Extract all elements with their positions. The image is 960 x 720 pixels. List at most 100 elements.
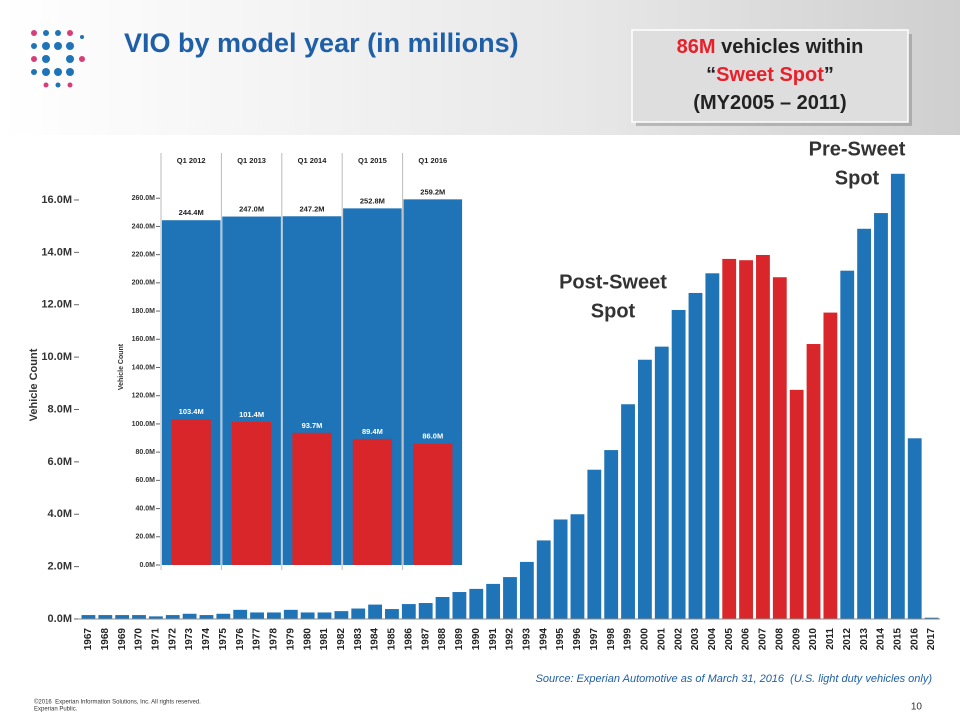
x-tick-label: 1987 [420, 628, 431, 651]
x-tick-label: 2009 [791, 628, 802, 651]
bar [688, 292, 703, 619]
x-tick-label: 1968 [100, 628, 111, 651]
value-label: 247.2M [299, 204, 324, 213]
y-tick-label: 140.0M [132, 364, 156, 371]
x-tick-label: 1983 [353, 628, 364, 651]
x-tick-label: 2011 [825, 628, 836, 650]
column-header: Q1 2016 [418, 156, 447, 165]
bar [216, 613, 231, 619]
y-tick-label: 160.0M [132, 336, 156, 343]
annotation: Post-Sweet [559, 271, 667, 293]
x-tick-label: 1990 [471, 628, 482, 651]
bar [621, 404, 635, 619]
bar [705, 273, 720, 619]
x-tick-label: 2006 [741, 628, 752, 651]
bar [81, 615, 96, 619]
bar [233, 609, 248, 619]
y-tick-label: 240.0M [132, 223, 156, 230]
bar [772, 277, 787, 619]
x-tick-label: 2014 [876, 628, 887, 651]
bar [536, 540, 551, 619]
slide-title: VIO by model year (in millions) [124, 28, 519, 58]
x-tick-label: 1984 [370, 628, 381, 651]
x-tick-label: 1993 [522, 628, 533, 651]
bar [199, 615, 214, 619]
x-tick-label: 1981 [319, 628, 330, 651]
x-tick-label: 1986 [403, 628, 414, 651]
x-tick-label: 2012 [842, 628, 853, 651]
x-tick-label: 1969 [117, 628, 128, 651]
value-label: 247.0M [239, 205, 264, 214]
bar [368, 604, 383, 619]
column-header: Q1 2015 [358, 156, 387, 165]
x-tick-label: 1967 [83, 628, 94, 651]
y-tick-label: 8.0M [48, 403, 72, 415]
bar [739, 260, 753, 619]
bar [435, 597, 450, 619]
x-tick-label: 1977 [252, 628, 263, 651]
bar [890, 173, 905, 620]
bar [452, 592, 467, 619]
y-tick-label: 4.0M [48, 508, 72, 520]
bar [469, 588, 484, 619]
callout-text: vehicles within [716, 36, 864, 58]
bar [132, 615, 146, 619]
x-tick-label: 1985 [387, 628, 398, 651]
y-tick-label: 200.0M [132, 280, 156, 287]
bar [352, 438, 393, 565]
callout-text: Sweet Spot [716, 64, 824, 86]
bar [519, 561, 534, 619]
bar [334, 611, 349, 619]
y-tick-label: 16.0M [41, 194, 72, 206]
x-tick-label: 1991 [488, 628, 499, 651]
y-axis-label: Vehicle Count [118, 343, 125, 390]
x-tick-label: 1998 [606, 628, 617, 651]
value-label: 103.4M [179, 407, 204, 416]
bar [250, 612, 264, 619]
column-header: Q1 2013 [237, 156, 266, 165]
bar [722, 258, 737, 619]
bar [182, 613, 197, 619]
y-tick-label: 0.0M [139, 562, 155, 569]
x-tick-label: 1992 [505, 628, 516, 651]
value-label: 244.4M [179, 208, 204, 217]
bar [292, 432, 332, 565]
x-tick-label: 1994 [538, 628, 549, 651]
x-tick-label: 1970 [134, 628, 145, 651]
x-tick-label: 1979 [285, 628, 296, 651]
x-tick-label: 2010 [808, 628, 819, 651]
x-tick-label: 2003 [690, 628, 701, 651]
bar [418, 603, 433, 619]
bar [806, 344, 821, 619]
x-tick-label: 2016 [909, 628, 920, 651]
x-tick-label: 2004 [707, 628, 718, 651]
x-tick-label: 1975 [218, 628, 229, 651]
y-axis-label: Vehicle Count [28, 348, 40, 421]
annotation: Pre-Sweet [809, 138, 906, 160]
x-tick-label: 1989 [454, 628, 465, 651]
bar [115, 615, 130, 619]
bar [924, 617, 939, 619]
y-tick-label: 120.0M [132, 393, 156, 400]
classification: Experian Public. [34, 707, 78, 713]
y-tick-label: 40.0M [136, 505, 156, 512]
callout-text: ” [824, 64, 834, 86]
y-tick-label: 80.0M [136, 449, 156, 456]
x-tick-label: 2008 [774, 628, 785, 651]
x-tick-label: 1976 [235, 628, 246, 651]
value-label: 93.7M [302, 421, 323, 430]
source: Source: Experian Automotive as of March … [536, 673, 933, 685]
column-header: Q1 2012 [177, 156, 206, 165]
bar [283, 609, 298, 619]
y-tick-label: 2.0M [48, 561, 72, 573]
y-tick-label: 12.0M [41, 299, 72, 311]
value-label: 101.4M [239, 410, 264, 419]
bar [300, 612, 315, 619]
callout-line: “Sweet Spot” [706, 64, 834, 86]
y-tick-label: 100.0M [132, 421, 156, 428]
bar [231, 421, 272, 565]
x-tick-label: 1973 [184, 628, 195, 651]
y-tick-label: 6.0M [48, 456, 72, 468]
